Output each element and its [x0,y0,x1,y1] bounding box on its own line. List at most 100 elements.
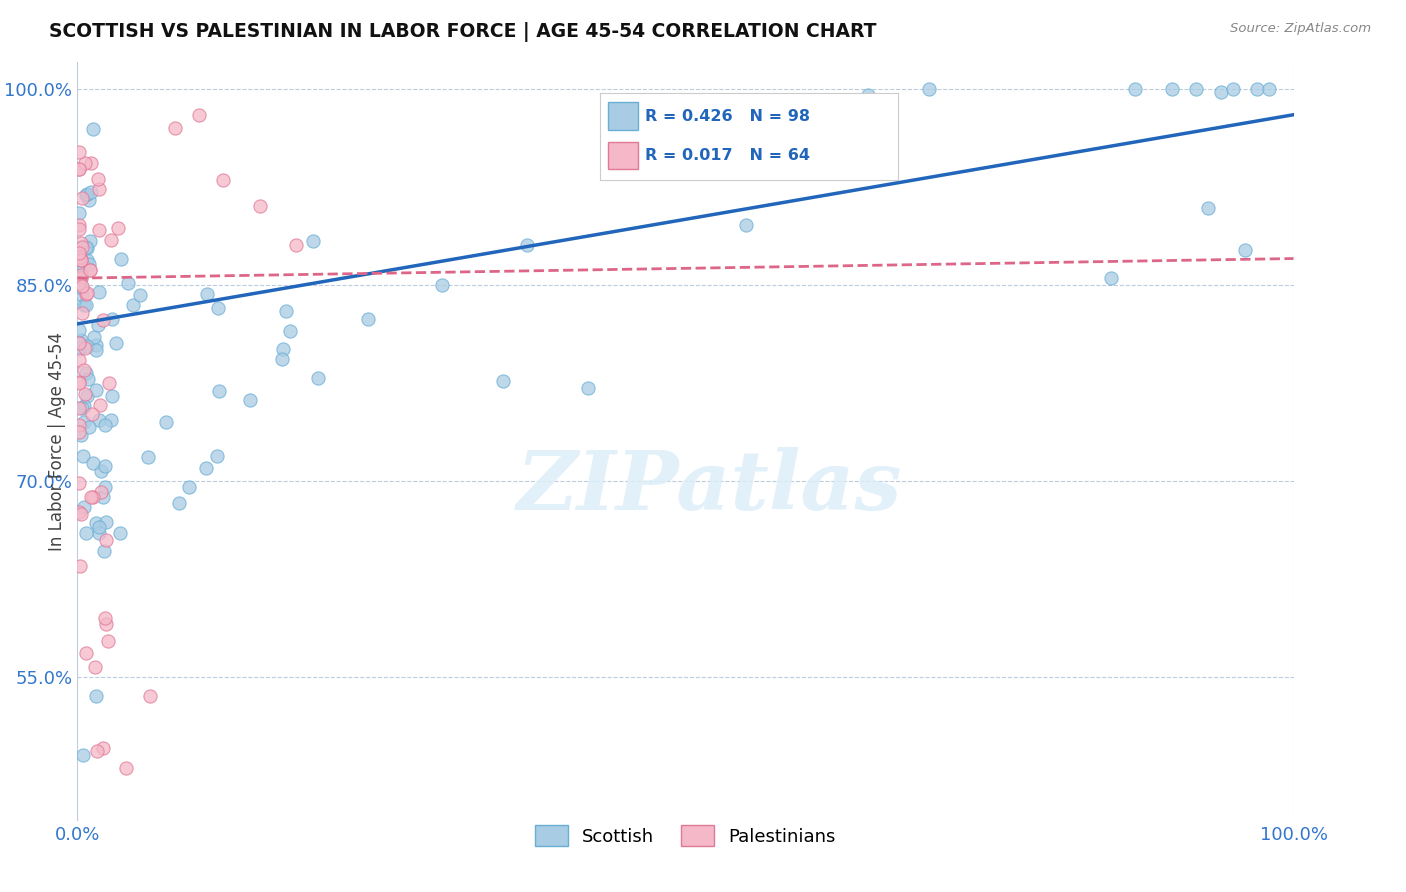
Point [155,415,177,429]
Point [67,401,90,415]
Point [163,120,186,135]
Point [89,398,111,412]
Point [136,450,159,464]
Point [1185,81,1208,95]
Point [86,744,108,758]
Point [108,526,131,541]
Point [97,634,120,648]
Point [212,173,235,187]
Point [75,188,97,202]
Point [86,318,108,333]
Point [67,342,90,356]
Point [516,238,538,252]
Point [1197,202,1219,216]
Point [89,413,111,427]
Point [93,480,115,494]
Point [79,234,101,248]
Point [856,88,879,103]
Point [83,659,105,673]
Point [76,389,98,403]
Point [73,399,96,413]
Point [273,342,295,356]
Point [430,278,453,293]
Point [70,507,93,521]
Point [93,544,115,558]
Point [67,334,90,349]
Point [76,187,98,202]
Point [91,740,114,755]
Point [67,476,90,491]
Point [73,260,96,274]
Point [72,449,94,463]
Point [67,145,90,159]
Point [73,341,96,355]
Point [576,381,599,395]
Point [167,496,190,510]
Point [91,490,114,504]
Point [77,372,100,386]
Text: SCOTTISH VS PALESTINIAN IN LABOR FORCE | AGE 45-54 CORRELATION CHART: SCOTTISH VS PALESTINIAN IN LABOR FORCE |… [49,22,877,42]
Point [918,81,941,95]
Point [67,375,90,389]
Point [70,288,93,302]
Point [87,223,110,237]
Point [82,456,104,470]
Point [75,526,97,541]
Point [356,312,378,326]
Point [1233,244,1256,258]
Point [89,519,111,533]
Point [70,253,93,268]
Point [67,241,90,255]
Point [70,401,93,416]
Point [77,257,100,271]
Point [80,156,103,170]
Point [73,500,96,514]
Point [1125,81,1147,95]
Point [70,269,93,284]
Point [67,323,90,337]
Legend: Scottish, Palestinians: Scottish, Palestinians [529,818,842,854]
Point [67,505,90,519]
Point [117,277,139,291]
Point [69,427,91,442]
Point [67,336,90,351]
Point [67,417,90,432]
Point [79,263,101,277]
Point [91,313,114,327]
Point [207,301,229,315]
Point [90,484,112,499]
Y-axis label: In Labor Force | Age 45-54: In Labor Force | Age 45-54 [48,332,66,551]
Point [67,277,90,291]
Point [195,287,218,301]
Point [276,304,298,318]
Point [79,263,101,277]
Point [307,371,329,385]
Point [278,324,301,338]
Point [84,516,107,530]
Point [70,191,93,205]
Point [67,246,90,260]
Point [89,182,111,196]
Point [67,206,90,220]
Point [83,330,105,344]
Point [139,689,162,703]
Point [177,480,200,494]
Point [796,132,818,146]
Point [110,252,132,267]
Point [115,760,138,774]
Point [188,108,211,122]
Point [67,218,90,232]
Point [94,617,117,632]
Text: ZIPatlas: ZIPatlas [517,447,903,527]
Point [76,338,98,352]
Point [94,418,117,433]
Point [94,515,117,529]
Point [100,233,122,247]
Point [75,298,97,312]
Point [270,351,292,366]
Point [1258,81,1281,95]
Point [96,533,118,547]
Point [735,219,758,233]
Point [69,250,91,264]
Point [72,748,94,763]
